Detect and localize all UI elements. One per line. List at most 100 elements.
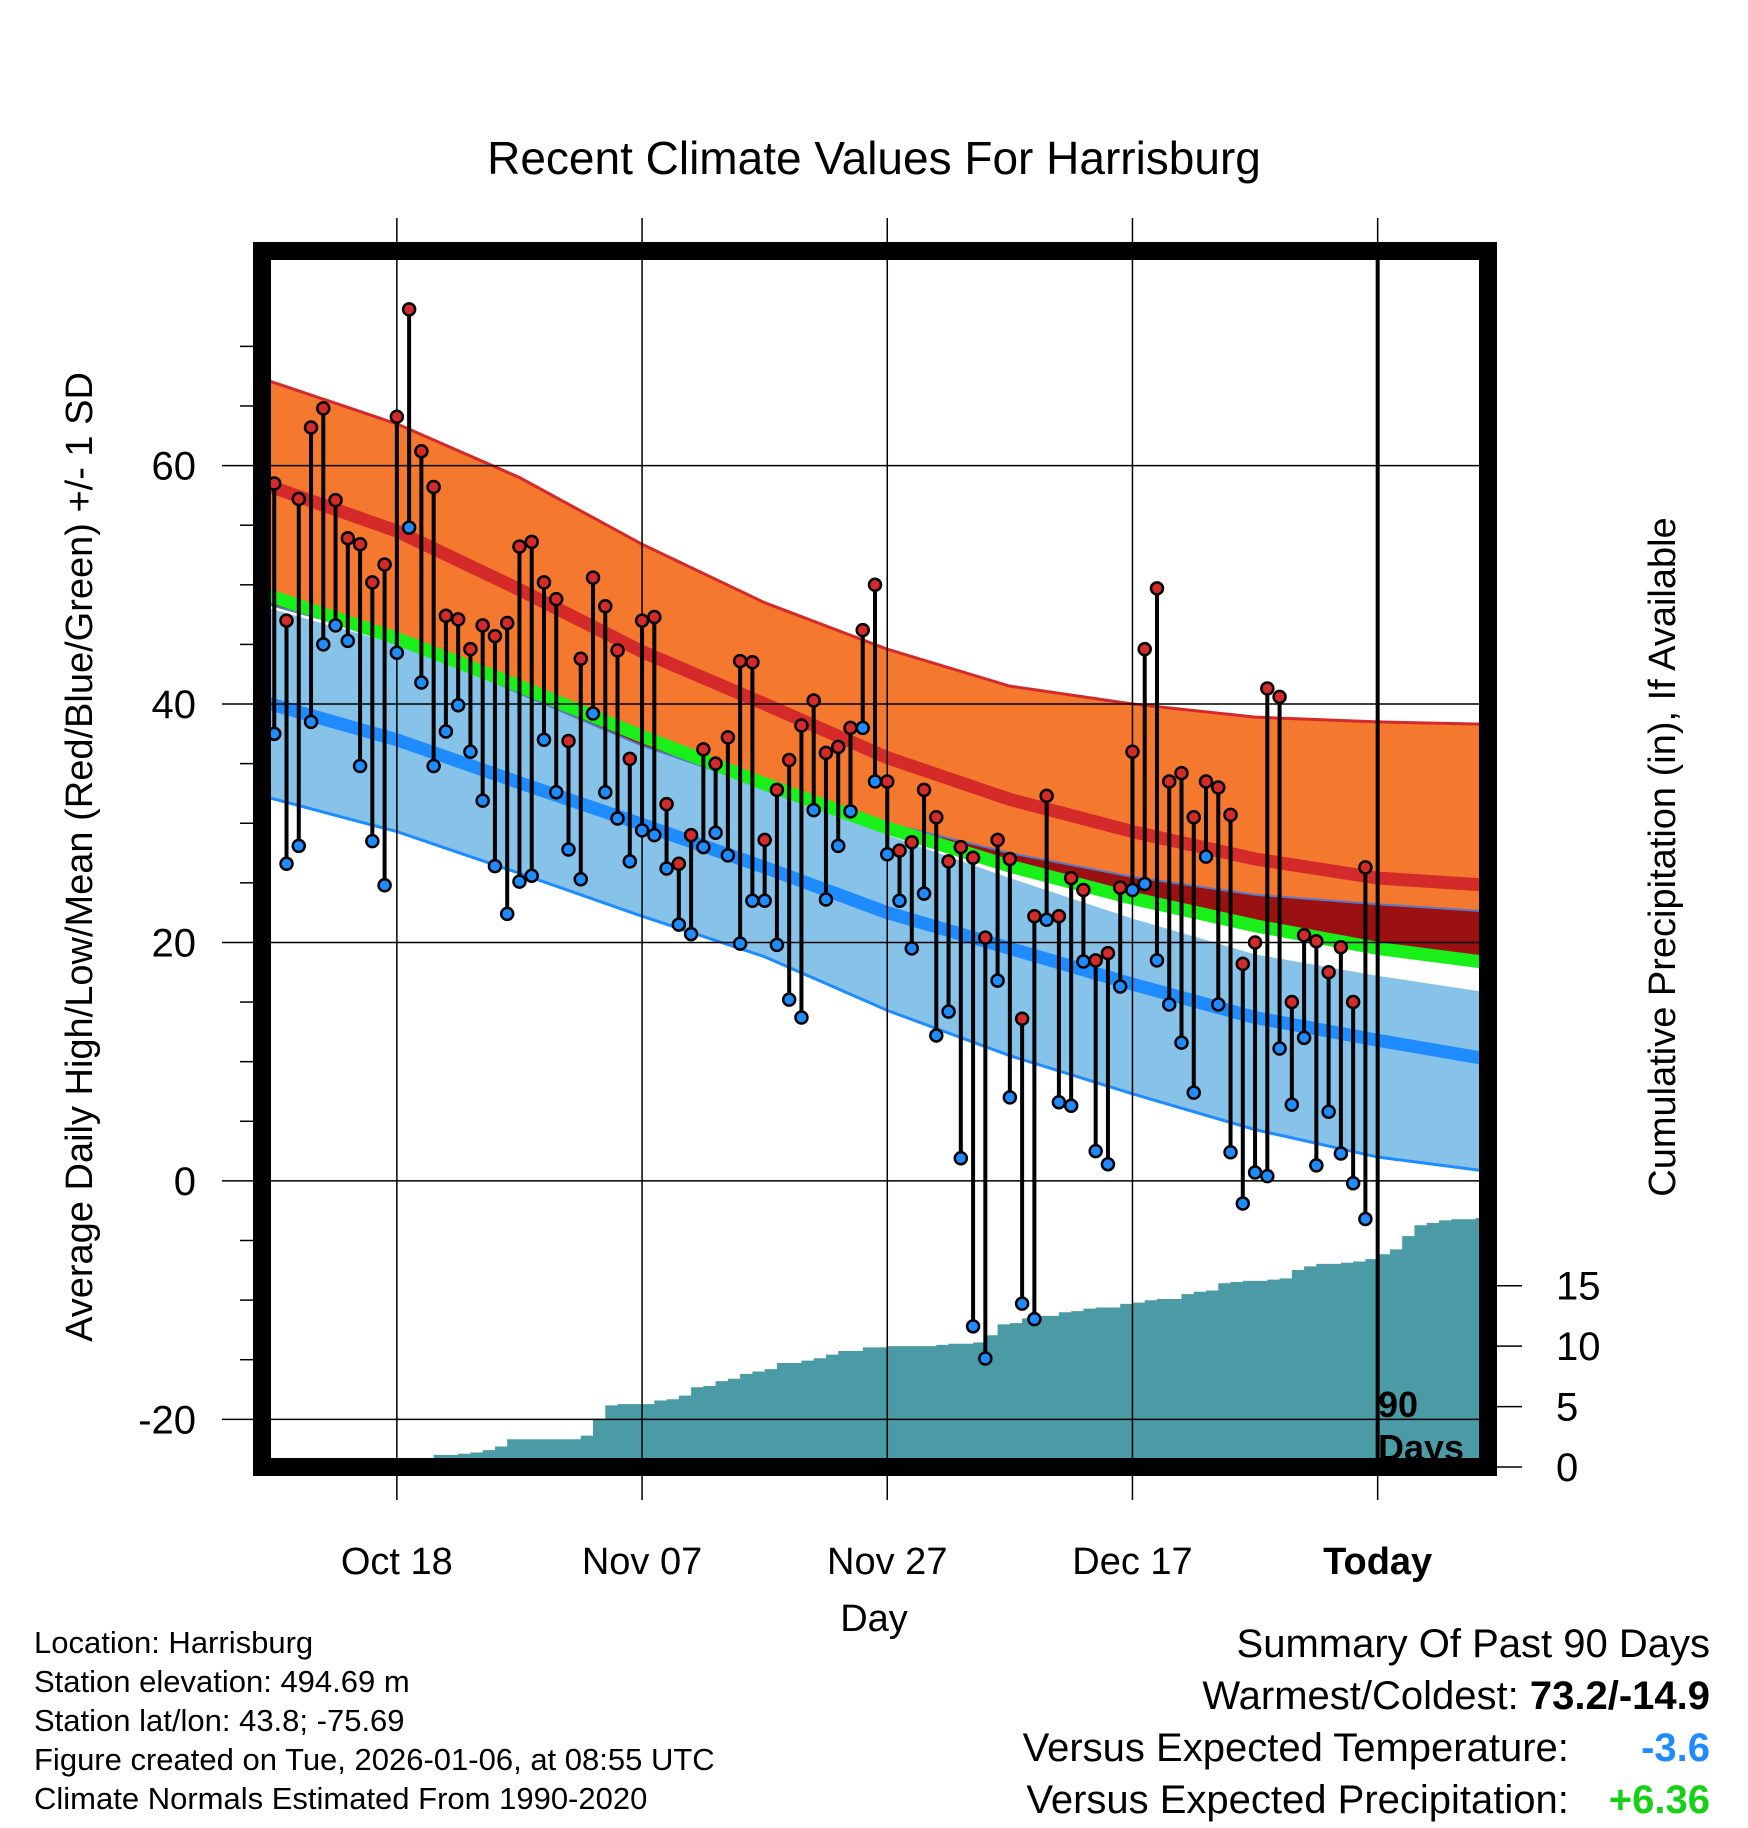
obs-high-marker bbox=[1063, 870, 1079, 886]
obs-low-marker bbox=[1027, 1311, 1042, 1327]
station-info: Location: Harrisburg Station elevation: … bbox=[34, 1623, 715, 1818]
precip-area bbox=[409, 1218, 1488, 1467]
summary-title: Summary Of Past 90 Days bbox=[1236, 1622, 1710, 1666]
obs-high-marker bbox=[1358, 860, 1373, 875]
obs-low-marker bbox=[548, 784, 564, 800]
obs-high-marker bbox=[291, 491, 307, 507]
obs-low-marker bbox=[1137, 876, 1152, 892]
obs-high-marker bbox=[548, 591, 564, 607]
obs-low-marker bbox=[377, 877, 392, 893]
obs-high-marker bbox=[990, 832, 1005, 848]
obs-low-marker bbox=[634, 823, 650, 838]
obs-low-marker bbox=[438, 724, 454, 739]
obs-low-marker bbox=[990, 973, 1005, 988]
precip-departure-row: Versus Expected Precipitation: +6.36 bbox=[1023, 1774, 1710, 1826]
obs-high-marker bbox=[303, 420, 319, 435]
obs-low-marker bbox=[1076, 954, 1091, 969]
obs-low-marker bbox=[1260, 1168, 1275, 1184]
obs-high-marker bbox=[708, 756, 723, 771]
obs-low-marker bbox=[965, 1319, 981, 1334]
obs-low-marker bbox=[1125, 882, 1140, 898]
x-tick-label: Dec 17 bbox=[1072, 1541, 1192, 1583]
warmest-coldest-row: Warmest/Coldest: 73.2/-14.9 bbox=[1023, 1670, 1710, 1722]
obs-high-marker bbox=[463, 641, 478, 657]
today-window-label-line1: 90 bbox=[1378, 1384, 1418, 1425]
obs-low-marker bbox=[1002, 1090, 1018, 1105]
obs-high-marker bbox=[1321, 965, 1336, 980]
obs-low-marker bbox=[1088, 1143, 1103, 1159]
obs-high-marker bbox=[978, 930, 993, 945]
obs-low-marker bbox=[941, 1004, 956, 1019]
obs-low-marker bbox=[806, 802, 821, 818]
obs-low-marker bbox=[904, 941, 920, 956]
obs-high-marker bbox=[929, 810, 944, 825]
obs-low-marker bbox=[463, 744, 478, 759]
obs-high-marker bbox=[1076, 882, 1091, 898]
x-axis-label: Day bbox=[840, 1598, 908, 1640]
y2-tick-label: 10 bbox=[1556, 1325, 1601, 1369]
obs-high-marker bbox=[450, 612, 466, 627]
obs-low-marker bbox=[794, 1010, 809, 1025]
obs-high-marker bbox=[414, 444, 429, 459]
obs-high-marker bbox=[892, 843, 907, 858]
obs-low-marker bbox=[1161, 997, 1177, 1012]
obs-high-marker bbox=[1309, 934, 1324, 949]
obs-high-marker bbox=[475, 618, 490, 633]
obs-low-marker bbox=[1014, 1296, 1030, 1311]
obs-low-marker bbox=[708, 825, 723, 841]
obs-low-marker bbox=[352, 758, 368, 774]
obs-low-marker bbox=[316, 637, 331, 652]
obs-high-marker bbox=[524, 534, 539, 550]
normals-text: Climate Normals Estimated From 1990-2020 bbox=[34, 1781, 648, 1816]
obs-high-marker bbox=[671, 856, 687, 872]
obs-low-marker bbox=[671, 917, 687, 932]
obs-high-marker bbox=[1039, 788, 1054, 804]
obs-low-marker bbox=[818, 892, 834, 907]
obs-low-marker bbox=[781, 992, 797, 1007]
obs-low-marker bbox=[450, 697, 466, 713]
obs-low-marker bbox=[732, 936, 748, 951]
obs-low-marker bbox=[1223, 1145, 1238, 1160]
plot-frame bbox=[253, 242, 1497, 1476]
obs-high-marker bbox=[1027, 908, 1042, 924]
warmest-coldest-label: Warmest/Coldest: bbox=[1202, 1674, 1530, 1718]
obs-low-marker bbox=[1235, 1196, 1251, 1211]
obs-high-marker bbox=[1002, 851, 1018, 867]
obs-high-marker bbox=[561, 733, 576, 749]
obs-low-marker bbox=[499, 906, 515, 922]
obs-high-marker bbox=[696, 742, 711, 757]
obs-low-marker bbox=[880, 846, 895, 862]
obs-low-marker bbox=[389, 645, 405, 661]
obs-low-marker bbox=[1051, 1094, 1067, 1110]
obs-high-marker bbox=[1333, 939, 1349, 955]
obs-low-marker bbox=[1063, 1098, 1079, 1114]
obs-low-marker bbox=[1247, 1165, 1263, 1180]
elevation-text: Station elevation: 494.69 m bbox=[34, 1664, 410, 1699]
y-tick-label: 40 bbox=[152, 683, 197, 727]
obs-low-marker bbox=[1309, 1158, 1324, 1173]
obs-high-marker bbox=[610, 643, 625, 658]
obs-low-marker bbox=[1112, 979, 1128, 994]
y-tick-label: 20 bbox=[152, 921, 197, 965]
obs-high-marker bbox=[352, 537, 368, 552]
obs-high-marker bbox=[1112, 880, 1128, 895]
obs-low-marker bbox=[426, 758, 441, 774]
x-tick-label: Oct 18 bbox=[341, 1541, 453, 1583]
y2-axis-label: Cumulative Precipitation (in), If Availa… bbox=[1642, 517, 1684, 1196]
y-tick-label: 60 bbox=[152, 445, 197, 489]
obs-high-marker bbox=[794, 718, 809, 733]
obs-low-marker bbox=[769, 937, 785, 953]
obs-high-marker bbox=[622, 751, 638, 767]
obs-high-marker bbox=[720, 730, 736, 745]
obs-low-marker bbox=[1198, 849, 1214, 864]
temp-departure-label: Versus Expected Temperature: bbox=[1022, 1726, 1569, 1770]
obs-high-marker bbox=[1149, 581, 1165, 596]
obs-high-marker bbox=[757, 832, 772, 848]
obs-high-marker bbox=[573, 651, 589, 666]
obs-low-marker bbox=[867, 774, 883, 789]
obs-low-marker bbox=[1211, 997, 1226, 1012]
chart-title: Recent Climate Values For Harrisburg bbox=[487, 132, 1261, 184]
obs-high-marker bbox=[855, 622, 870, 638]
obs-low-marker bbox=[929, 1028, 944, 1043]
obs-low-marker bbox=[1358, 1211, 1373, 1227]
